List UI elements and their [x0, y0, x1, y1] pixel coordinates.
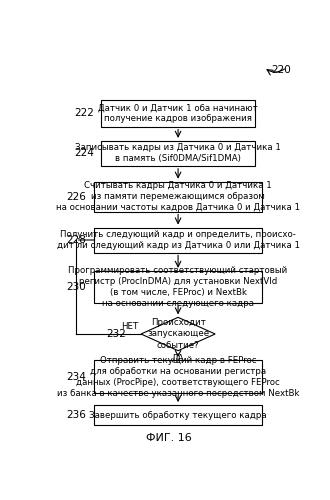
Text: Записывать кадры из Датчика 0 и Датчика 1
в память (Sif0DMA/Sif1DMA): Записывать кадры из Датчика 0 и Датчика … [75, 144, 281, 164]
Text: Отправить текущий кадр в FEProc
для обработки на основании регистра
данных (Proc: Отправить текущий кадр в FEProc для обра… [57, 356, 299, 398]
Text: Считывать кадры Датчика 0 и Датчика 1
из памяти перемежающимся образом
на основа: Считывать кадры Датчика 0 и Датчика 1 из… [56, 181, 300, 212]
Text: Программировать соответствующий стартовый
регистр (ProcInDMA) для установки Next: Программировать соответствующий стартовы… [68, 266, 288, 308]
FancyBboxPatch shape [101, 141, 255, 166]
FancyBboxPatch shape [94, 271, 262, 302]
Text: 228: 228 [66, 235, 86, 245]
FancyBboxPatch shape [94, 360, 262, 394]
FancyBboxPatch shape [101, 100, 255, 126]
FancyBboxPatch shape [94, 405, 262, 425]
FancyBboxPatch shape [94, 228, 262, 252]
Text: 220: 220 [271, 65, 291, 75]
Text: 236: 236 [66, 410, 86, 420]
Text: Получить следующий кадр и определить, происхо-
дит ли следующий кадр из Датчика : Получить следующий кадр и определить, пр… [56, 230, 300, 250]
Text: Происходит
запускающее
событие?: Происходит запускающее событие? [147, 318, 209, 350]
Text: 224: 224 [74, 148, 94, 158]
FancyBboxPatch shape [94, 182, 262, 212]
Polygon shape [141, 318, 215, 350]
Text: 226: 226 [66, 192, 86, 202]
Text: Завершить обработку текущего кадра: Завершить обработку текущего кадра [89, 410, 267, 420]
Text: 230: 230 [66, 282, 86, 292]
Text: 234: 234 [66, 372, 86, 382]
Text: НЕТ: НЕТ [121, 322, 139, 332]
Text: Датчик 0 и Датчик 1 оба начинают
получение кадров изображения: Датчик 0 и Датчик 1 оба начинают получен… [98, 104, 258, 124]
Text: ДА: ДА [172, 354, 184, 362]
Text: ФИГ. 16: ФИГ. 16 [146, 434, 192, 444]
Text: 232: 232 [106, 329, 126, 339]
Text: 222: 222 [74, 108, 94, 118]
